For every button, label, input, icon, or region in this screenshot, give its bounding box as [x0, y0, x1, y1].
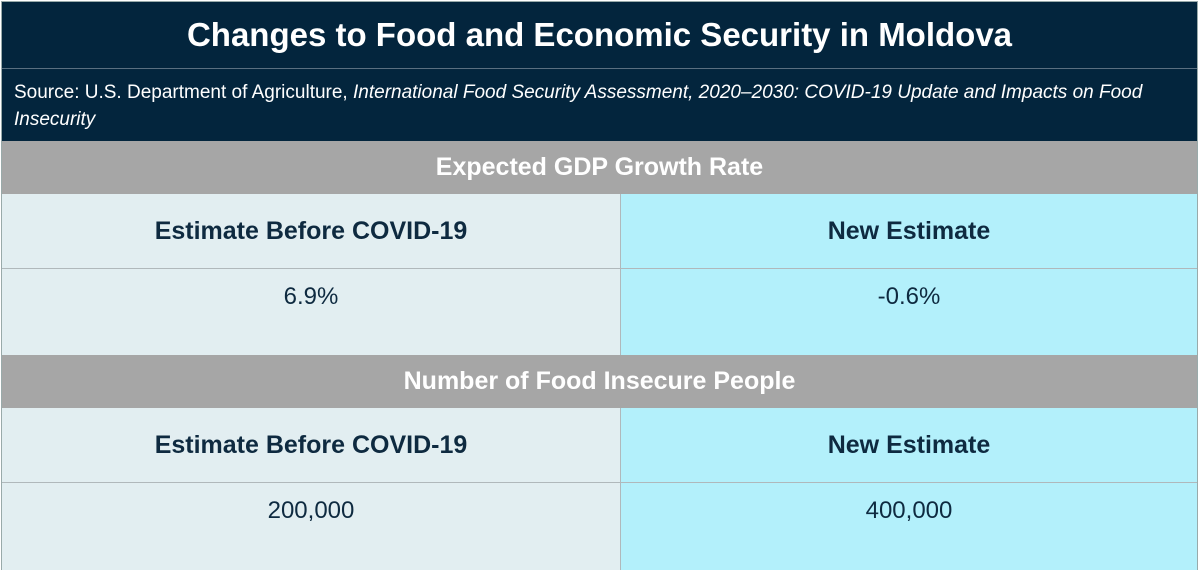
food-before-value: 200,000 [2, 483, 621, 570]
food-new-value: 400,000 [621, 483, 1197, 570]
source-publication: International Food Security Assessment, … [14, 82, 1143, 130]
source-prefix: Source: U.S. Department of Agriculture, [14, 82, 353, 103]
column-header-new: New Estimate [621, 408, 1197, 483]
section-heading-gdp: Expected GDP Growth Rate [2, 141, 1197, 194]
section-heading-food-insecure: Number of Food Insecure People [2, 355, 1197, 408]
gdp-value-row: 6.9% -0.6% [2, 269, 1197, 355]
table-title: Changes to Food and Economic Security in… [2, 2, 1197, 69]
gdp-new-value: -0.6% [621, 269, 1197, 355]
source-note: Source: U.S. Department of Agriculture, … [2, 69, 1197, 141]
column-header-before: Estimate Before COVID-19 [2, 408, 621, 483]
column-header-before: Estimate Before COVID-19 [2, 194, 621, 269]
gdp-header-row: Estimate Before COVID-19 New Estimate [2, 194, 1197, 269]
food-value-row: 200,000 400,000 [2, 483, 1197, 570]
food-header-row: Estimate Before COVID-19 New Estimate [2, 408, 1197, 483]
gdp-before-value: 6.9% [2, 269, 621, 355]
column-header-new: New Estimate [621, 194, 1197, 269]
